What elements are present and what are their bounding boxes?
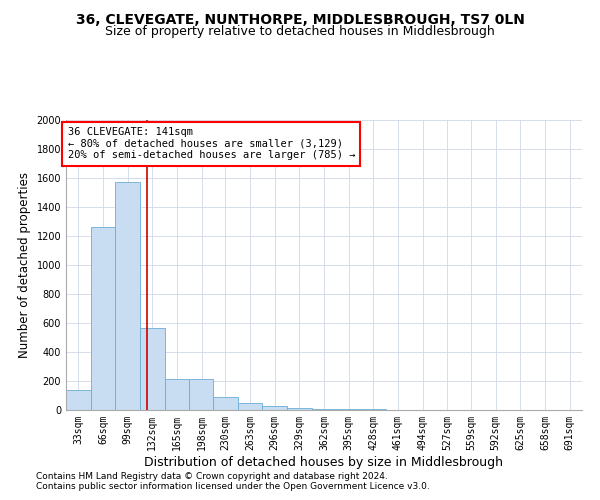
X-axis label: Distribution of detached houses by size in Middlesbrough: Distribution of detached houses by size … <box>145 456 503 468</box>
Bar <box>91 226 115 410</box>
Text: Contains public sector information licensed under the Open Government Licence v3: Contains public sector information licen… <box>36 482 430 491</box>
Text: Contains HM Land Registry data © Crown copyright and database right 2024.: Contains HM Land Registry data © Crown c… <box>36 472 388 481</box>
Text: 36, CLEVEGATE, NUNTHORPE, MIDDLESBROUGH, TS7 0LN: 36, CLEVEGATE, NUNTHORPE, MIDDLESBROUGH,… <box>76 12 524 26</box>
Bar <box>311 408 337 410</box>
Y-axis label: Number of detached properties: Number of detached properties <box>18 172 31 358</box>
Bar <box>189 379 213 410</box>
Bar <box>213 397 238 410</box>
Text: Size of property relative to detached houses in Middlesbrough: Size of property relative to detached ho… <box>105 25 495 38</box>
Bar <box>66 390 91 410</box>
Bar <box>287 408 311 410</box>
Bar <box>140 328 164 410</box>
Bar <box>115 182 140 410</box>
Bar <box>238 403 262 410</box>
Text: 36 CLEVEGATE: 141sqm
← 80% of detached houses are smaller (3,129)
20% of semi-de: 36 CLEVEGATE: 141sqm ← 80% of detached h… <box>68 127 355 160</box>
Bar <box>164 379 189 410</box>
Bar <box>337 409 361 410</box>
Bar <box>262 406 287 410</box>
